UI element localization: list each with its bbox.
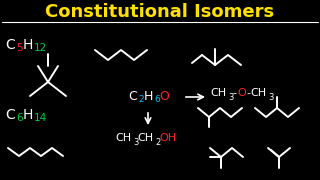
- Text: 14: 14: [34, 113, 47, 123]
- Text: 6: 6: [154, 95, 160, 104]
- Text: O: O: [159, 90, 169, 103]
- Text: C: C: [5, 38, 15, 52]
- Text: OH: OH: [159, 133, 176, 143]
- Text: -: -: [246, 88, 250, 98]
- Text: CH: CH: [210, 88, 226, 98]
- Text: H: H: [23, 108, 33, 122]
- Text: O: O: [237, 88, 246, 98]
- Text: -: -: [232, 88, 236, 98]
- Text: 3: 3: [268, 93, 273, 102]
- Text: 3: 3: [228, 93, 233, 102]
- Text: C: C: [5, 108, 15, 122]
- Text: 3: 3: [133, 138, 138, 147]
- Text: 5: 5: [16, 43, 23, 53]
- Text: C: C: [128, 90, 137, 103]
- Text: CH: CH: [115, 133, 131, 143]
- Text: CH: CH: [250, 88, 266, 98]
- Text: 6: 6: [16, 113, 23, 123]
- Text: Constitutional Isomers: Constitutional Isomers: [45, 3, 275, 21]
- Text: 12: 12: [34, 43, 47, 53]
- Text: H: H: [144, 90, 153, 103]
- Text: H: H: [23, 38, 33, 52]
- Text: 2: 2: [155, 138, 160, 147]
- Text: 2: 2: [138, 95, 144, 104]
- Text: CH: CH: [137, 133, 153, 143]
